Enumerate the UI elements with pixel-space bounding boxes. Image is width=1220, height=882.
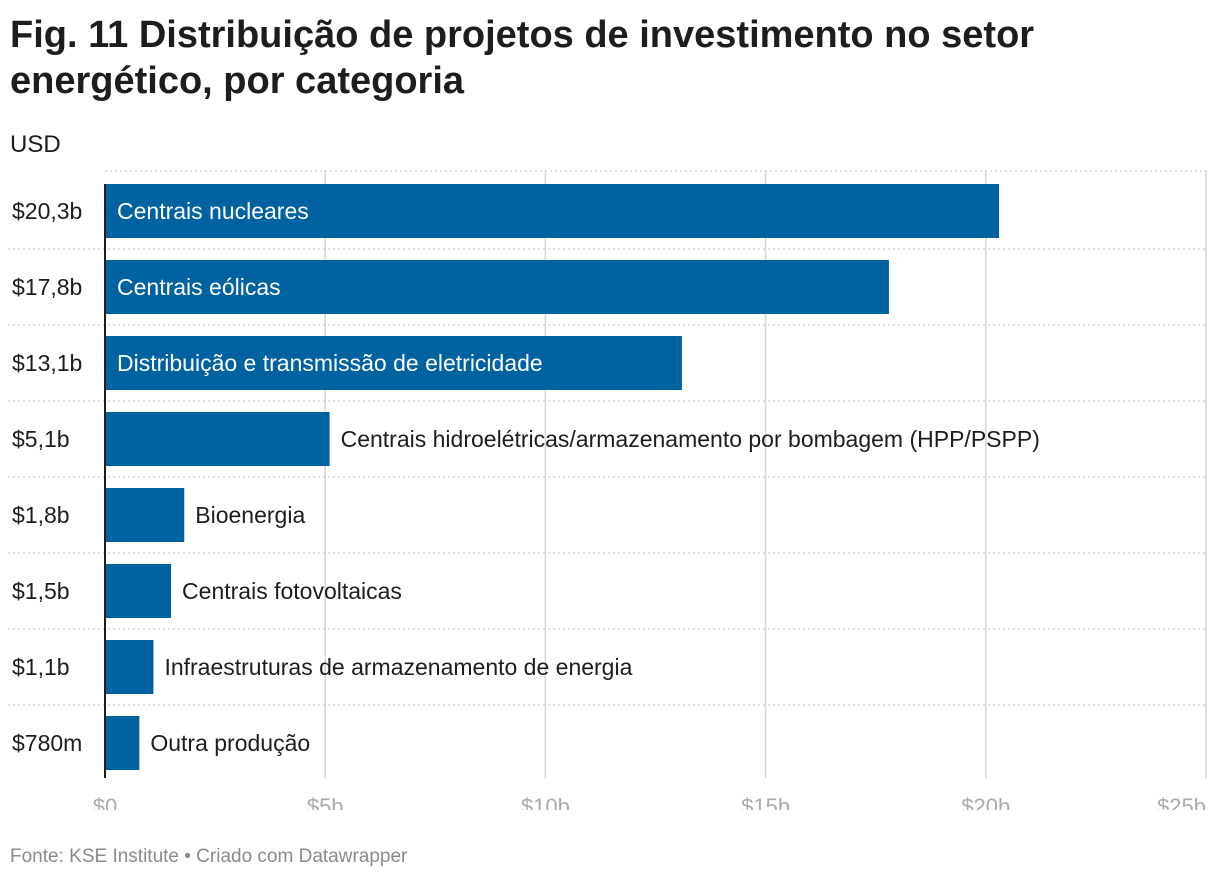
value-label: $17,8b: [12, 274, 82, 300]
x-tick-label: $15b: [741, 794, 790, 810]
bar: [105, 184, 1000, 238]
category-label: Centrais nucleares: [117, 198, 309, 224]
x-axis-ticks: $0 $5b $10b $15b $20b $25b: [93, 794, 1206, 810]
x-tick-label: $10b: [521, 794, 570, 810]
value-label: $1,8b: [12, 502, 70, 528]
x-tick-label: $5b: [307, 794, 344, 810]
bar: [105, 488, 185, 542]
value-label: $1,5b: [12, 578, 70, 604]
bar: [105, 336, 682, 390]
source-note: Fonte: KSE Institute • Criado com Datawr…: [10, 846, 408, 867]
x-tick-label: $20b: [961, 794, 1010, 810]
value-labels: $20,3b $17,8b $13,1b $5,1b $1,8b $1,5b $1,1b $7…: [12, 198, 82, 756]
bar: [105, 716, 140, 770]
value-label: $1,1b: [12, 654, 70, 680]
category-label: Centrais hidroelétricas/armazenamento po…: [341, 426, 1040, 452]
bar: [105, 412, 330, 466]
category-label: Bioenergia: [195, 502, 305, 528]
bar-chart: $20,3b $17,8b $13,1b $5,1b $1,8b $1,5b $1,1b $7…: [8, 170, 1207, 810]
category-label: Infraestruturas de armazenamento de ener…: [164, 654, 632, 680]
category-labels: Centrais nucleares Centrais eólicas Distri…: [117, 198, 1040, 756]
bar: [105, 260, 889, 314]
unit-label: USD: [10, 131, 61, 158]
bars: [105, 184, 1000, 770]
category-label: Distribuição e transmissão de eletricida…: [117, 350, 543, 376]
value-label: $5,1b: [12, 426, 70, 452]
category-label: Centrais eólicas: [117, 274, 281, 300]
value-label: $20,3b: [12, 198, 82, 224]
chart-title: Fig. 11 Distribuição de projetos de inve…: [10, 14, 1035, 102]
bar: [105, 564, 172, 618]
category-label: Outra produção: [150, 730, 310, 756]
x-tick-label: $0: [93, 794, 117, 810]
x-tick-label: $25b: [1157, 794, 1206, 810]
value-label: $780m: [12, 730, 82, 756]
value-label: $13,1b: [12, 350, 82, 376]
category-label: Centrais fotovoltaicas: [182, 578, 402, 604]
bar: [105, 640, 154, 694]
